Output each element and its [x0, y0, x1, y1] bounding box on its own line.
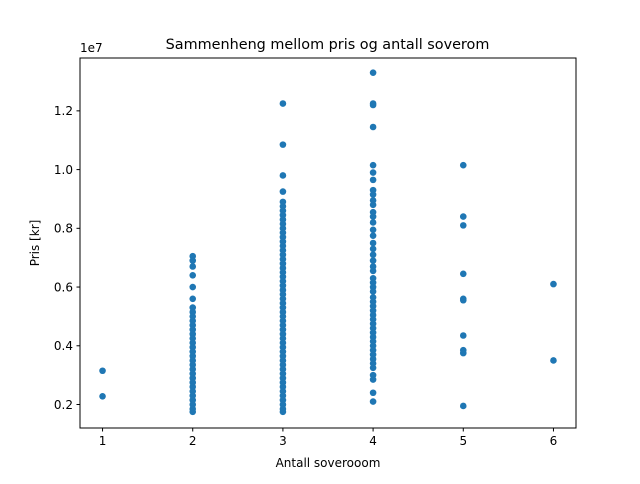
data-point	[369, 376, 377, 383]
data-point	[279, 100, 287, 107]
data-point	[369, 398, 377, 405]
chart-title: Sammenheng mellom pris og antall soverom	[166, 37, 490, 53]
y-axis: 0.2 0.4 0.6 0.8 1.0 1.2	[54, 104, 80, 412]
y-tick-label: 0.4	[54, 339, 73, 353]
y-tick-label: 1.0	[54, 163, 73, 177]
points-layer	[99, 69, 557, 416]
x-axis-label: Antall soverooom	[276, 456, 381, 470]
data-point	[369, 161, 377, 169]
data-point	[369, 123, 377, 131]
data-point	[369, 69, 377, 76]
data-point	[369, 364, 377, 372]
data-point	[369, 213, 377, 220]
data-point	[369, 101, 377, 109]
y-tick-label: 0.2	[54, 398, 73, 412]
y-axis-offset-label: 1e7	[80, 41, 103, 55]
data-point	[189, 272, 197, 279]
data-point	[459, 332, 467, 339]
x-tick-label: 1	[99, 434, 107, 448]
data-point	[279, 188, 287, 195]
data-point	[369, 191, 377, 198]
data-point	[369, 176, 377, 184]
data-point	[369, 239, 377, 247]
data-point	[279, 141, 287, 148]
data-point	[369, 257, 377, 264]
data-point	[369, 169, 377, 176]
data-point	[369, 232, 377, 239]
plot-frame	[79, 57, 577, 429]
data-point	[369, 245, 377, 253]
data-point	[99, 367, 106, 375]
data-point	[369, 226, 377, 234]
x-axis: 1 2 3 4 5 6	[99, 428, 558, 448]
data-point	[189, 257, 197, 264]
data-point	[369, 288, 377, 295]
y-tick-label: 0.6	[54, 280, 73, 294]
data-point	[369, 267, 377, 275]
x-tick-label: 3	[279, 434, 287, 448]
data-point	[459, 296, 467, 304]
data-point	[99, 392, 106, 400]
data-point	[189, 295, 197, 303]
data-point	[550, 280, 557, 288]
y-tick-label: 0.8	[54, 222, 73, 236]
x-tick-label: 5	[459, 434, 467, 448]
data-point	[459, 222, 467, 229]
data-point	[189, 283, 197, 291]
data-point	[459, 213, 467, 220]
data-point	[459, 402, 467, 410]
data-point	[369, 389, 377, 397]
data-point	[279, 408, 287, 416]
data-point	[550, 357, 557, 364]
data-point	[189, 408, 197, 416]
y-axis-label: Pris [kr]	[28, 220, 42, 267]
data-point	[369, 201, 377, 209]
x-tick-label: 6	[550, 434, 558, 448]
data-point	[189, 263, 197, 270]
data-point	[459, 349, 467, 357]
x-tick-label: 2	[189, 434, 197, 448]
data-point	[369, 219, 377, 226]
data-point	[459, 270, 467, 278]
y-tick-label: 1.2	[54, 104, 73, 118]
data-point	[369, 251, 377, 259]
data-point	[279, 172, 287, 179]
data-point	[459, 161, 467, 169]
x-tick-label: 4	[369, 434, 377, 448]
